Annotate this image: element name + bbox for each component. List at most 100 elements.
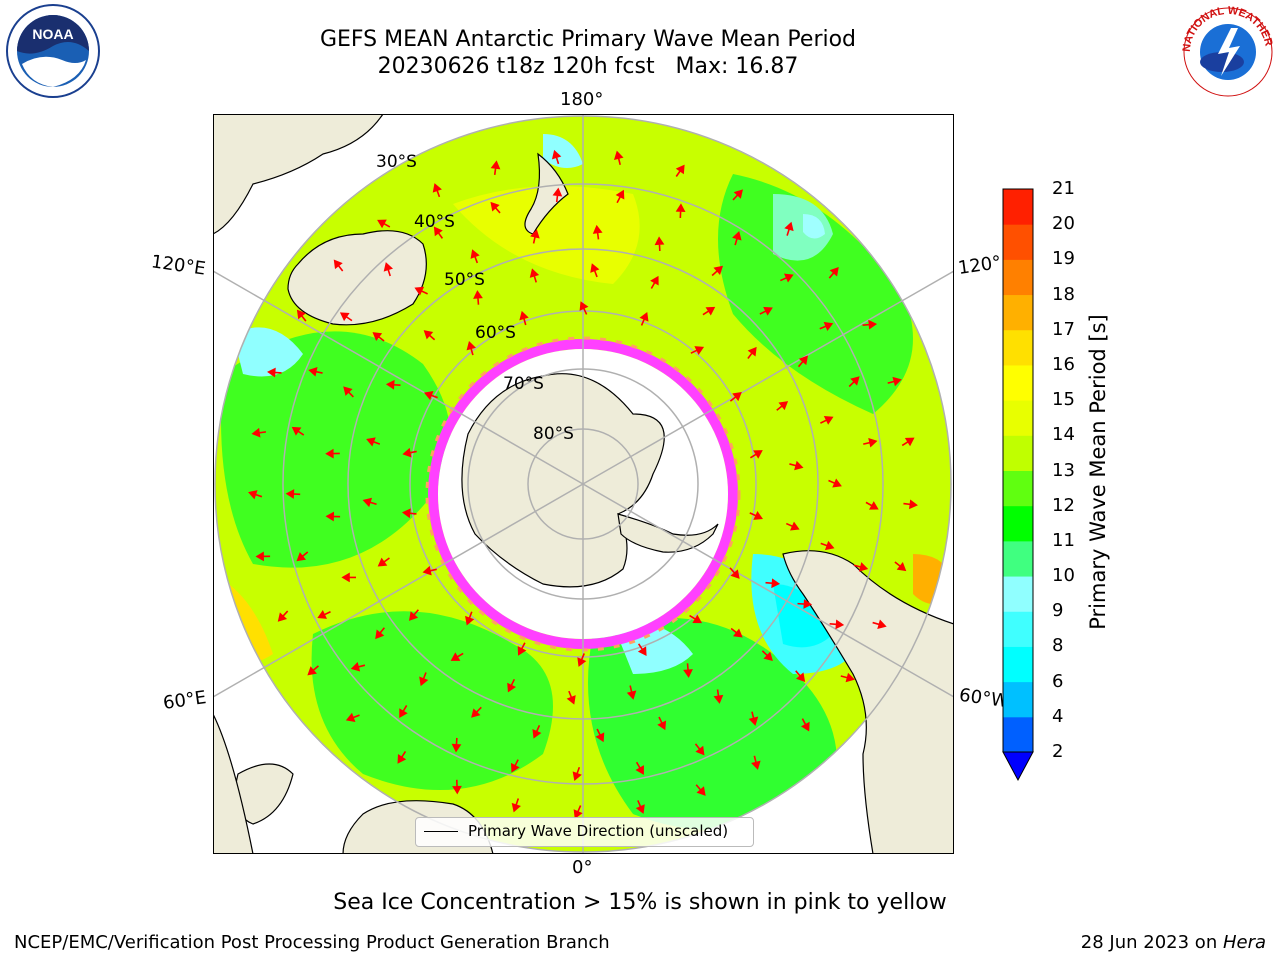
wave-arrow — [248, 490, 263, 500]
asia-land — [213, 114, 384, 235]
colorbar-band — [1003, 681, 1033, 718]
wave-arrow — [401, 508, 417, 519]
wave-arrow — [657, 716, 667, 731]
wave-arrow — [291, 426, 305, 436]
colorbar-tick-label: 4 — [1052, 705, 1064, 727]
wave-arrow — [789, 460, 804, 471]
wave-arrow — [903, 499, 918, 510]
colorbar-tick-label: 18 — [1052, 283, 1075, 305]
wave-arrow — [285, 489, 301, 499]
wave-arrow — [573, 805, 583, 819]
colorbar-tick-label: 16 — [1052, 353, 1075, 375]
wave-arrow — [308, 366, 323, 377]
noaa-logo: NOAA — [6, 4, 100, 98]
wave-arrow — [637, 643, 647, 657]
wave-arrow — [635, 761, 644, 775]
wave-arrow — [780, 273, 794, 283]
wave-arrow — [797, 355, 808, 368]
wave-arrow — [689, 614, 703, 624]
wave-arrow — [423, 330, 436, 341]
colorbar-band — [1003, 540, 1033, 577]
wave-arrow — [776, 401, 789, 411]
wave-arrow — [530, 229, 540, 244]
legend-label: Primary Wave Direction (unscaled) — [468, 822, 729, 840]
wave-arrow — [784, 221, 794, 236]
wave-arrow — [519, 310, 529, 326]
lat-label-70s: 70°S — [503, 374, 544, 394]
wave-arrow — [747, 346, 757, 359]
chart-title: GEFS MEAN Antarctic Primary Wave Mean Pe… — [319, 27, 857, 52]
colorbar-tick-label: 8 — [1052, 635, 1064, 657]
colorbar-band — [1003, 576, 1033, 612]
wave-arrow — [748, 711, 759, 726]
colorbar-band — [1003, 435, 1033, 471]
colorbar-tick-label: 10 — [1052, 565, 1075, 587]
wave-arrow — [785, 521, 800, 531]
wave-arrow — [317, 609, 331, 619]
wave-arrow — [749, 450, 763, 459]
chart-subtitle: 20230626 t18z 120h fcst Max: 16.87 — [377, 54, 799, 79]
wave-arrow — [829, 619, 845, 630]
sea-ice-note: Sea Ice Concentration > 15% is shown in … — [333, 890, 947, 915]
wave-arrow — [471, 706, 482, 718]
lon-label-120w: 120° — [956, 252, 1003, 279]
wave-arrow — [761, 650, 773, 661]
noaa-logo-text: NOAA — [32, 26, 73, 42]
wave-arrow — [383, 262, 394, 277]
wave-arrow — [675, 203, 686, 219]
wave-arrow — [650, 275, 659, 289]
legend-line-sample — [424, 831, 458, 832]
wave-arrow — [711, 265, 724, 277]
colorbar-band — [1003, 716, 1033, 753]
colorbar-band — [1003, 470, 1033, 507]
colorbar-tick-label: 14 — [1052, 424, 1075, 446]
wave-arrow — [819, 321, 834, 331]
colorbar-band — [1003, 224, 1033, 260]
colorbar-tick-label: 9 — [1052, 600, 1064, 622]
wave-arrow — [510, 759, 520, 773]
wave-arrow — [423, 390, 438, 401]
wave-arrow — [277, 610, 289, 622]
wave-arrow — [473, 290, 483, 305]
wave-arrow — [529, 268, 540, 283]
wave-arrow — [350, 662, 366, 672]
wave-arrow — [325, 448, 340, 459]
wave-arrow — [848, 376, 860, 388]
field-region — [221, 331, 451, 568]
wave-arrow — [887, 376, 902, 387]
wave-arrow — [579, 301, 589, 315]
wave-arrow — [343, 386, 354, 398]
wave-arrow — [828, 478, 842, 488]
wave-arrow — [385, 379, 401, 390]
footer-machine: Hera — [1222, 932, 1266, 953]
colorbar-tick-label: 20 — [1052, 213, 1075, 235]
wave-arrow — [375, 627, 386, 640]
wave-arrow — [432, 183, 442, 198]
wave-arrow — [267, 367, 282, 378]
wave-arrow — [251, 427, 267, 438]
colorbar-band — [1003, 505, 1033, 542]
wave-arrow — [797, 599, 813, 609]
field-region — [453, 186, 640, 284]
wave-arrow — [507, 678, 517, 693]
wave-arrow — [828, 266, 839, 279]
wave-arrow — [366, 437, 381, 447]
wave-arrow — [402, 447, 417, 458]
colorbar-band — [1003, 259, 1033, 296]
colorbar-tick-label: 2 — [1052, 741, 1064, 762]
footer-credit: NCEP/EMC/Verification Post Processing Pr… — [14, 932, 610, 953]
wave-arrow — [377, 557, 390, 567]
colorbar-band — [1003, 329, 1033, 366]
wave-arrow — [296, 551, 309, 562]
field-region — [803, 214, 825, 239]
wave-arrow — [255, 551, 271, 562]
wave-arrow — [408, 609, 419, 621]
wave-arrow — [341, 572, 357, 583]
colorbar-band — [1003, 611, 1033, 647]
wave-arrow — [749, 511, 763, 520]
wave-arrow — [820, 416, 834, 425]
field-region — [543, 134, 583, 168]
colorbar-tick-label: 15 — [1052, 389, 1075, 411]
wave-arrow — [683, 663, 693, 678]
wave-arrow — [433, 226, 444, 239]
